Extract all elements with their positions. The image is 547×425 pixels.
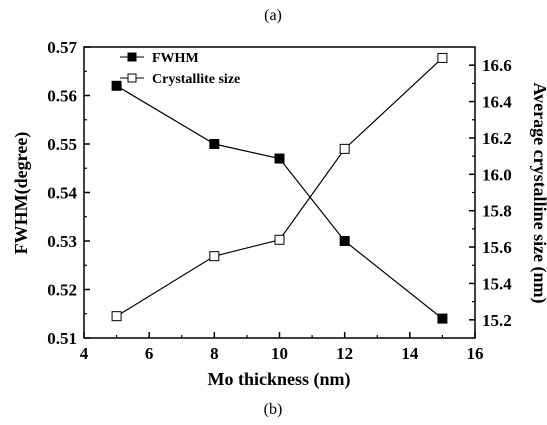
legend-marker-fwhm [127, 52, 137, 62]
left-y-tick-label: 0.56 [47, 87, 77, 106]
plot-frame [83, 46, 476, 339]
x-tick-label: 4 [80, 344, 89, 363]
left-y-tick-label: 0.51 [47, 329, 77, 348]
left-y-tick-label: 0.53 [47, 232, 77, 251]
data-point-crystallite-size [339, 143, 350, 154]
right-y-axis: 15.2 15.4 15.6 15.8 16.0 16.2 16.4 16.6 [469, 56, 512, 339]
data-point-crystallite-size [209, 251, 220, 262]
right-y-tick-label: 15.6 [482, 238, 512, 257]
data-point-fwhm [111, 80, 122, 91]
x-axis-label: Mo thickness (nm) [208, 369, 351, 390]
right-y-tick-label: 15.8 [482, 202, 512, 221]
legend-entry-fwhm: FWHM [120, 51, 199, 66]
series-layer [111, 52, 448, 324]
data-point-fwhm [437, 313, 448, 324]
data-point-fwhm [209, 139, 220, 149]
x-tick-label: 10 [271, 344, 288, 363]
x-tick-label: 8 [210, 344, 219, 363]
left-y-axis: 0.51 0.52 0.53 0.54 0.55 0.56 0.57 [47, 38, 90, 348]
legend: FWHM Crystallite size [120, 51, 240, 87]
series-line-crystallite-size [116, 57, 443, 317]
x-axis: 4 6 8 10 12 14 16 [80, 332, 484, 363]
right-y-tick-label: 16.2 [482, 129, 512, 148]
legend-marker-crystallite-size [127, 73, 137, 83]
legend-label-fwhm: FWHM [152, 51, 199, 66]
left-y-tick-label: 0.55 [47, 135, 77, 154]
series-line-fwhm [116, 85, 443, 320]
right-y-tick-label: 15.2 [482, 311, 512, 330]
data-point-fwhm [274, 153, 285, 164]
caption-a: (a) [264, 7, 282, 24]
legend-entry-crystallite-size: Crystallite size [120, 72, 240, 87]
data-point-crystallite-size [274, 234, 285, 245]
x-tick-label: 14 [401, 344, 419, 363]
data-point-crystallite-size [437, 52, 448, 63]
left-y-tick-label: 0.54 [47, 184, 77, 203]
right-y-axis-label: Average crystalline size (nm) [529, 82, 547, 303]
left-y-axis-label: FWHM(degree) [11, 132, 32, 255]
right-y-tick-label: 16.0 [482, 165, 512, 184]
x-tick-label: 16 [467, 344, 484, 363]
x-tick-label: 12 [336, 344, 353, 363]
caption-b: (b) [264, 401, 283, 418]
left-y-tick-label: 0.57 [47, 38, 77, 57]
right-y-tick-label: 16.6 [482, 56, 512, 75]
right-y-tick-label: 15.4 [482, 274, 512, 293]
right-y-tick-label: 16.4 [482, 93, 512, 112]
left-y-tick-label: 0.52 [47, 281, 77, 300]
legend-label-crystallite-size: Crystallite size [152, 72, 240, 87]
data-point-fwhm [339, 236, 350, 246]
data-point-crystallite-size [111, 311, 122, 322]
x-tick-label: 6 [145, 344, 154, 363]
